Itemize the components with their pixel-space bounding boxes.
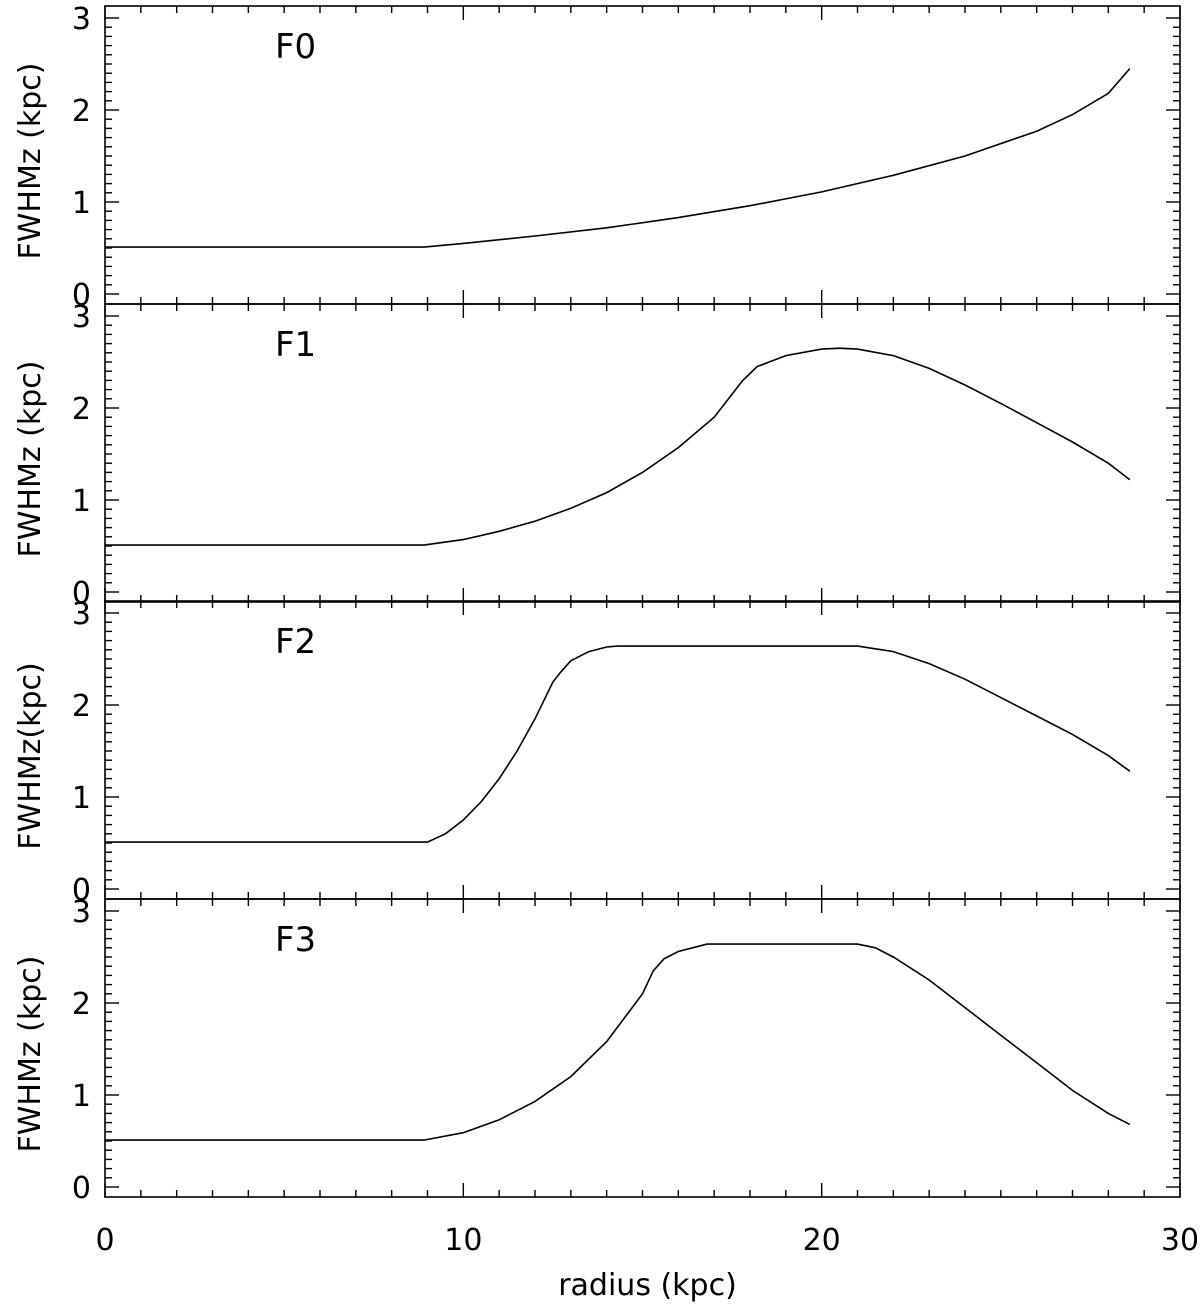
panel-label: F1	[275, 325, 316, 365]
series-line-F3	[105, 943, 1131, 1141]
y-axis-label: FWHMz (kpc)	[13, 361, 48, 558]
x-axis-label: radius (kpc)	[558, 1268, 737, 1303]
y-axis-label: FWHMz(kpc)	[13, 662, 48, 849]
x-tick-label: 20	[803, 1223, 841, 1258]
y-tick-label: 1	[72, 484, 91, 519]
panel-label: F0	[275, 27, 316, 67]
panel-frame-0	[104, 5, 1181, 305]
panel-label: F2	[275, 622, 316, 662]
y-tick-label: 2	[72, 94, 91, 129]
y-tick-label: 0	[72, 278, 91, 313]
y-tick-label: 3	[72, 597, 91, 632]
y-tick-label: 2	[72, 987, 91, 1022]
y-tick-label: 1	[72, 1079, 91, 1114]
y-axis-label: FWHMz (kpc)	[13, 63, 48, 260]
panel-label: F3	[275, 920, 316, 960]
x-tick-label: 30	[1161, 1223, 1199, 1258]
y-tick-label: 1	[72, 186, 91, 221]
y-tick-label: 0	[72, 576, 91, 611]
series-line-F0	[105, 68, 1131, 248]
panel-frame-1	[104, 303, 1181, 603]
y-axis-label: FWHMz (kpc)	[13, 956, 48, 1153]
y-tick-label: 2	[72, 392, 91, 427]
series-line-F1	[105, 347, 1131, 546]
x-tick-label: 0	[95, 1223, 114, 1258]
y-tick-label: 0	[72, 873, 91, 908]
y-tick-label: 2	[72, 689, 91, 724]
y-tick-label: 3	[72, 895, 91, 930]
series-line-F2	[105, 645, 1131, 843]
y-tick-label: 3	[72, 2, 91, 37]
y-tick-label: 0	[72, 1171, 91, 1206]
y-tick-label: 1	[72, 781, 91, 816]
y-tick-label: 3	[72, 300, 91, 335]
x-tick-label: 10	[444, 1223, 482, 1258]
